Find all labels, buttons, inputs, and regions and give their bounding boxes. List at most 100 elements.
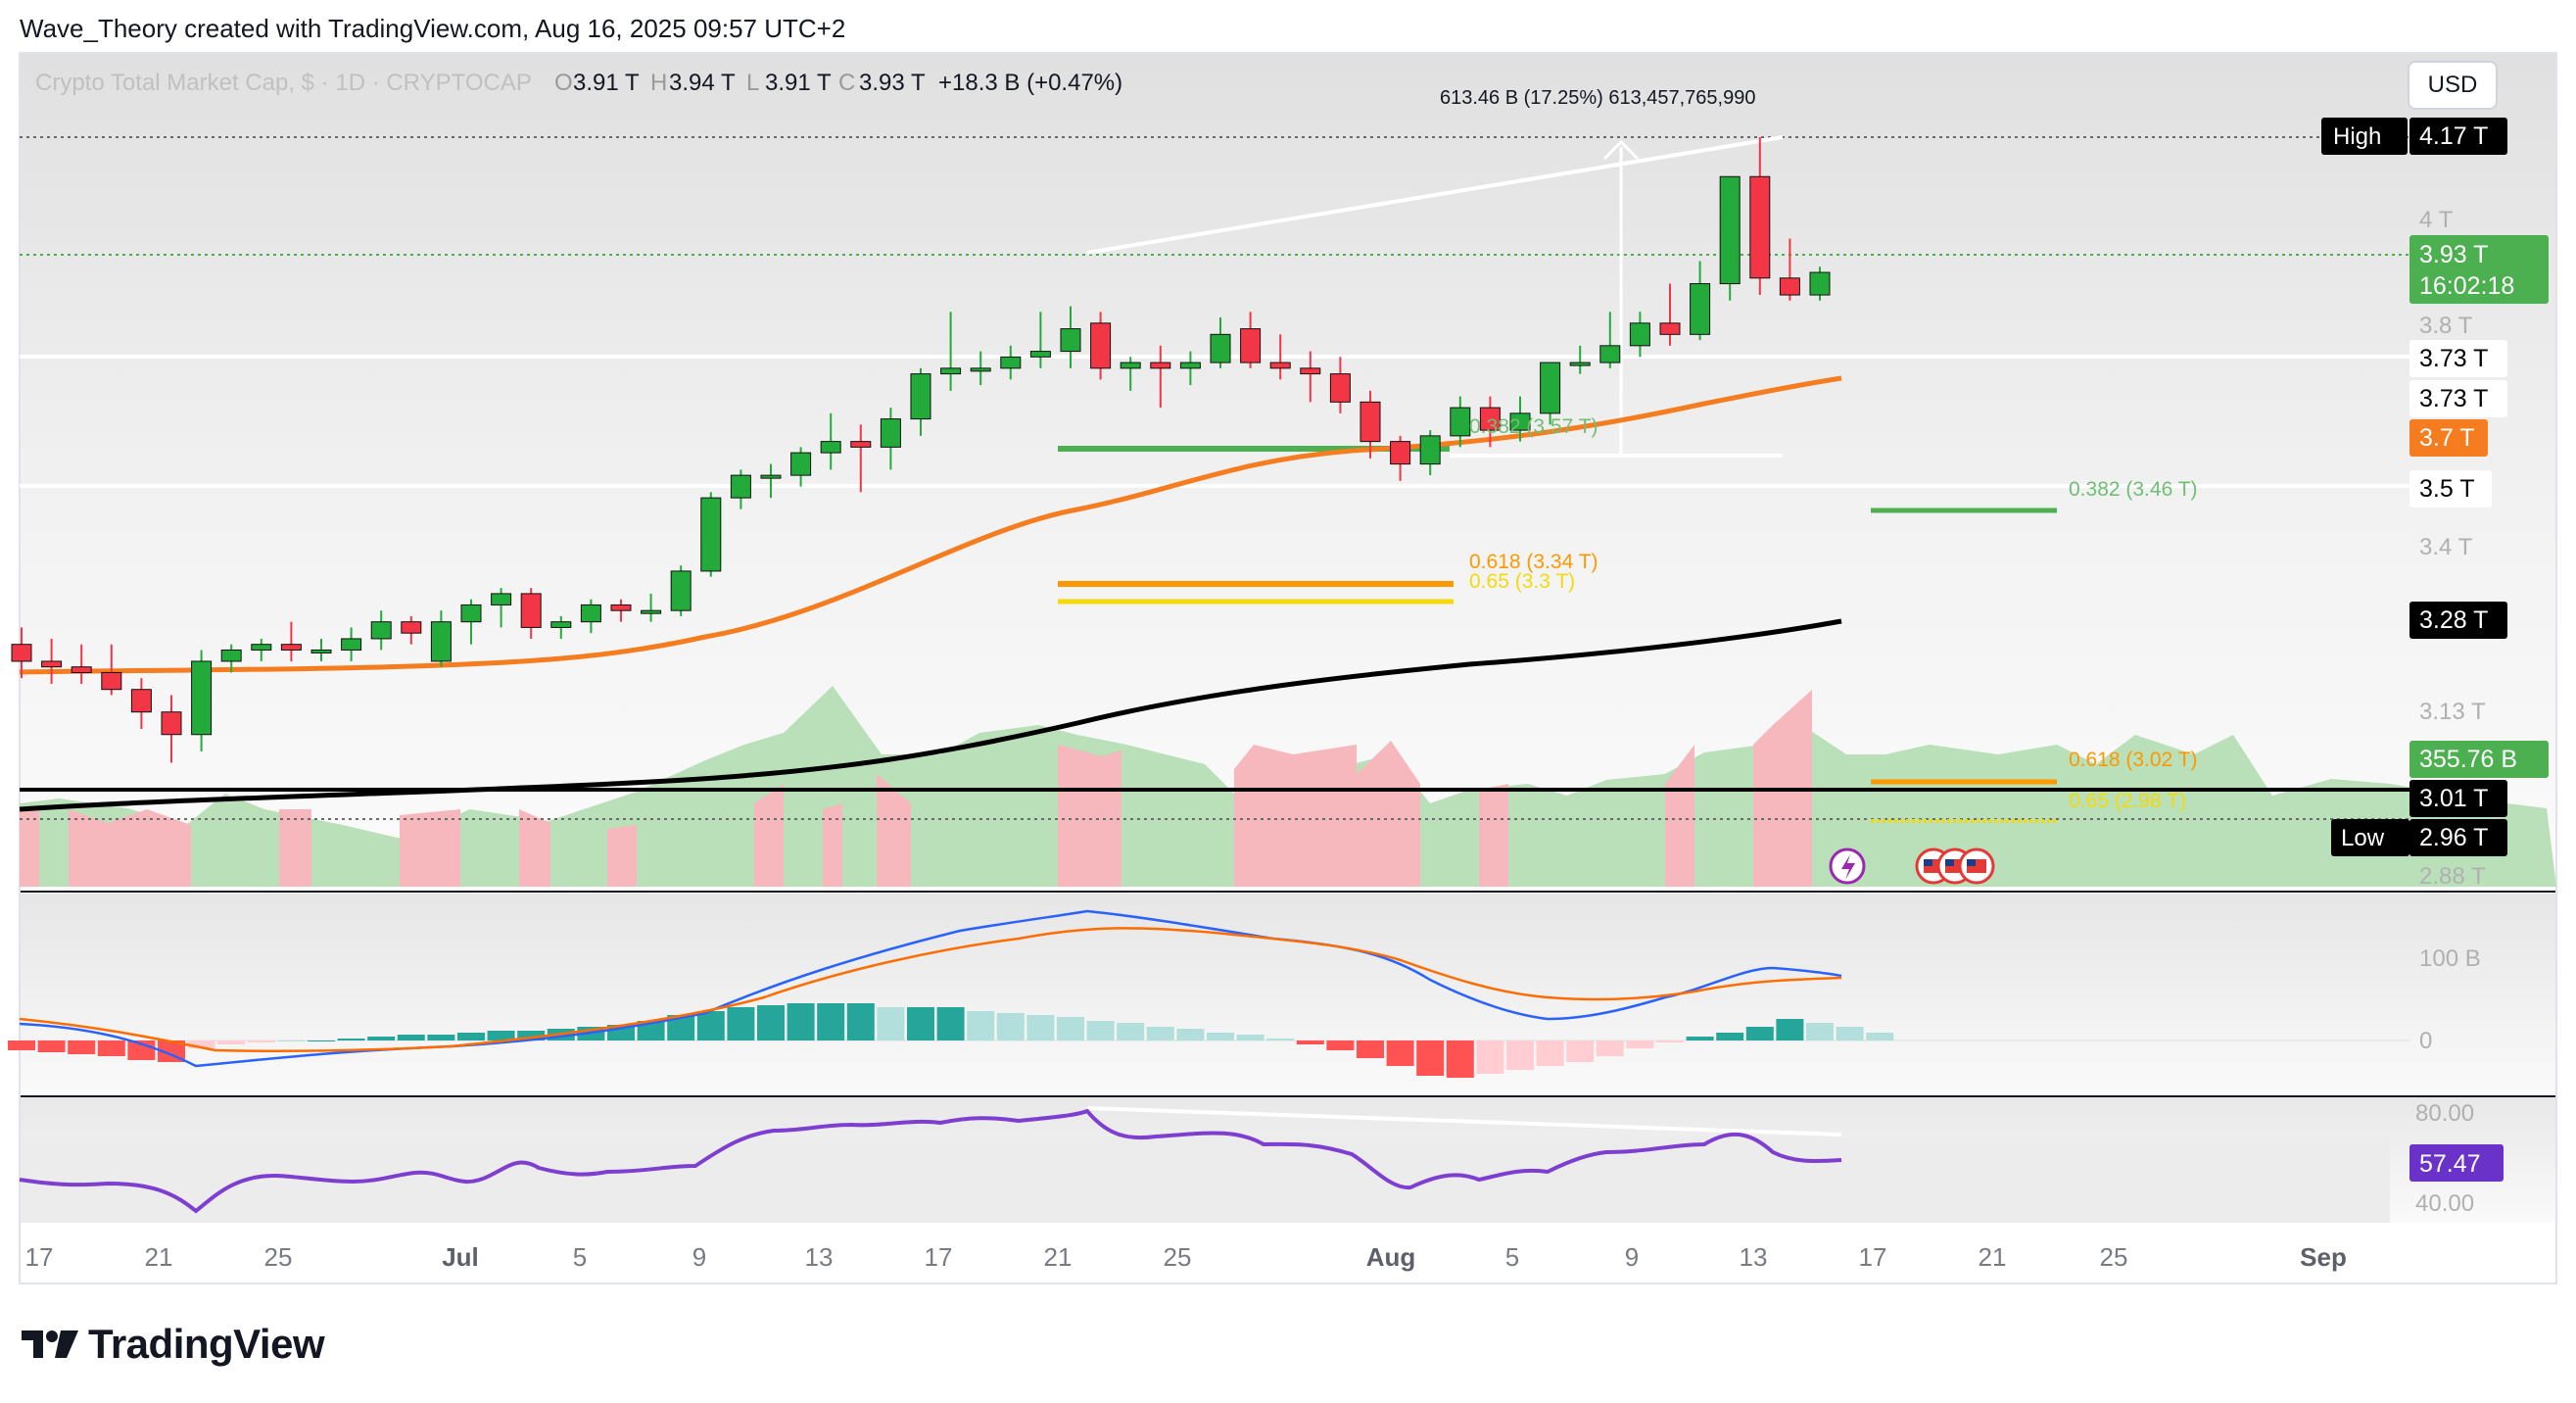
currency-button[interactable]: USD <box>2408 61 2498 110</box>
candle <box>970 351 991 386</box>
candle-body <box>1809 271 1831 296</box>
countdown-value: 16:02:18 <box>2419 272 2514 300</box>
macd-axis-label: 0 <box>2419 1028 2432 1054</box>
candle-body <box>850 441 872 448</box>
price-axis-label: 3.8 T <box>2419 313 2473 339</box>
candle-body <box>970 367 991 372</box>
level-301-badge-bg <box>2409 780 2507 817</box>
candle <box>1749 137 1771 296</box>
candle <box>220 644 242 673</box>
candle <box>460 599 482 645</box>
candle-body <box>71 666 92 673</box>
candle <box>910 367 931 436</box>
candle <box>1779 238 1800 301</box>
candle <box>730 469 751 509</box>
candle-body <box>401 621 422 634</box>
x-axis-tick: 17 <box>925 1242 953 1272</box>
level-badge-value: 3.73 T <box>2419 345 2488 372</box>
ema200-line <box>19 618 1842 812</box>
macd-bar <box>1866 1033 1894 1040</box>
legend-c-value: 3.93 T <box>859 70 926 96</box>
macd-bar <box>877 1007 905 1040</box>
candle <box>341 627 362 661</box>
macd-bar <box>637 1021 665 1040</box>
candle <box>1450 396 1471 448</box>
candle <box>101 644 122 696</box>
candle-body <box>1360 401 1381 443</box>
candle <box>370 610 392 651</box>
fib-label-382-upper: 0.382 (3.57 T) <box>1469 415 1598 438</box>
ema50-badge-value: 3.7 T <box>2419 424 2475 452</box>
events-markers[interactable] <box>1829 847 1995 885</box>
candle <box>1060 306 1081 368</box>
macd-bar <box>996 1013 1025 1040</box>
macd-bar <box>967 1011 995 1040</box>
macd-bar <box>907 1007 934 1040</box>
candle <box>1120 357 1141 391</box>
macd-bar <box>1446 1040 1474 1078</box>
x-axis-tick: 5 <box>1505 1242 1519 1272</box>
macd-bar <box>1476 1040 1504 1074</box>
macd-bar <box>817 1003 845 1040</box>
fib-label-382-lower: 0.382 (3.46 T) <box>2069 478 2198 501</box>
level-badge-value: 3.5 T <box>2419 475 2475 503</box>
macd-bar <box>247 1040 275 1042</box>
candle <box>550 615 572 639</box>
ema50-badge-bg <box>2409 419 2488 457</box>
x-axis-tick: 17 <box>1859 1242 1887 1272</box>
candle-body <box>610 604 632 611</box>
measure-label: 613.46 B (17.25%) 613,457,765,990 <box>1440 87 1755 109</box>
macd-bar <box>337 1039 365 1040</box>
legend-o-value: 3.91 T <box>573 70 640 96</box>
candle <box>1540 362 1561 425</box>
macd-bar <box>1266 1039 1295 1040</box>
candle-body <box>1509 412 1531 431</box>
rsi-band <box>20 1137 2390 1223</box>
candle <box>1150 345 1171 409</box>
candle <box>1240 312 1262 368</box>
macd-bar <box>277 1040 306 1041</box>
macd-bar <box>936 1007 965 1040</box>
rsi-badge-value: 57.47 <box>2419 1150 2481 1178</box>
candle <box>1269 334 1291 380</box>
macd-bar <box>37 1040 66 1052</box>
tradingview-logo[interactable]: TradingView <box>22 1321 325 1368</box>
legend-l-label: L <box>746 70 759 96</box>
rsi-line <box>19 1108 1842 1214</box>
candle <box>1599 312 1621 368</box>
us-economic-events-icon[interactable] <box>1915 847 1995 885</box>
macd-bar <box>1326 1040 1355 1050</box>
macd-bar <box>308 1040 335 1041</box>
candle <box>820 412 841 470</box>
macd-bar <box>1386 1040 1414 1066</box>
candle <box>1690 261 1711 341</box>
macd-bar <box>427 1035 455 1040</box>
candle <box>670 565 692 616</box>
candle <box>1179 351 1201 386</box>
level-badge-bg <box>2409 380 2507 417</box>
candle <box>251 638 272 661</box>
candle <box>1000 345 1022 380</box>
macd-bar <box>727 1007 755 1040</box>
candle <box>1300 351 1321 403</box>
candle-body <box>1150 362 1171 369</box>
macd-bar <box>1207 1033 1234 1040</box>
candle <box>1090 312 1112 380</box>
macd-bar <box>1086 1021 1115 1040</box>
macd-bar <box>1296 1040 1324 1044</box>
candle <box>191 650 213 751</box>
candle <box>401 615 422 645</box>
macd-pane <box>20 894 2556 1095</box>
macd-bar <box>8 1040 35 1050</box>
high-tag-bg <box>2321 118 2408 155</box>
flash-event-glyph <box>1841 854 1855 880</box>
x-axis-tick: 21 <box>1979 1242 2007 1272</box>
x-axis-tick: 9 <box>1625 1242 1639 1272</box>
candle-body <box>1179 362 1201 369</box>
high-badge-value: 4.17 T <box>2419 122 2488 150</box>
candle-body <box>790 452 812 476</box>
candle-body <box>1419 435 1441 465</box>
x-axis-tick: 25 <box>1164 1242 1192 1272</box>
macd-bar <box>97 1040 125 1056</box>
